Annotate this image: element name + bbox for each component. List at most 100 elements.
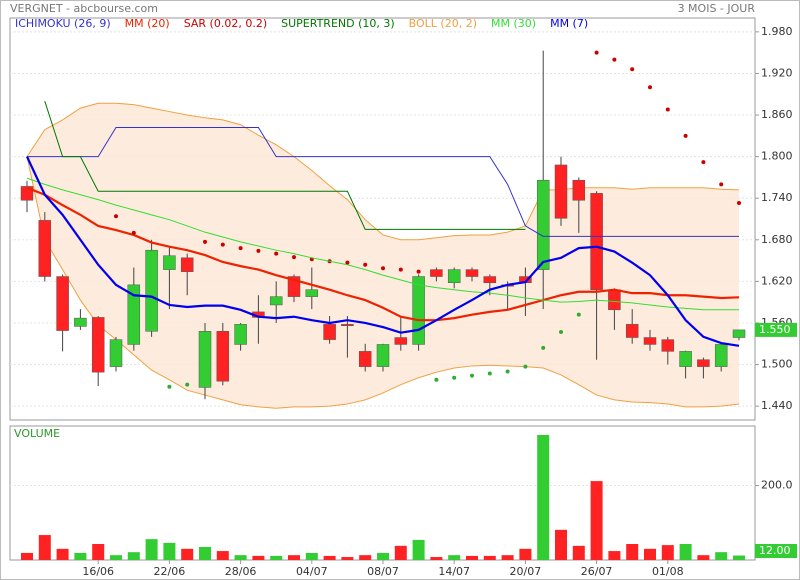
y-tick-label: 1.920 (761, 66, 793, 79)
sar-dot (487, 371, 492, 376)
sar-dot (701, 160, 706, 165)
volume-bar (697, 555, 710, 560)
sar-dot (719, 182, 724, 187)
volume-bar (270, 555, 283, 560)
sar-dot (292, 255, 296, 260)
legend-entry: MM (7) (550, 17, 588, 30)
sar-dot (737, 201, 741, 206)
y-tick-label: 1.860 (761, 108, 793, 121)
volume-bar (483, 555, 496, 560)
sar-dot (559, 329, 563, 334)
sar-dot (345, 260, 350, 265)
candle-body (91, 317, 105, 373)
volume-bar (715, 552, 728, 560)
sar-dot (648, 85, 652, 90)
y-tick-label: 1.980 (761, 25, 793, 38)
candle-body (305, 289, 319, 297)
volume-bar (412, 539, 425, 560)
sar-dot (256, 248, 261, 253)
volume-bar (234, 555, 247, 560)
volume-bar (110, 555, 122, 560)
volume-bar (127, 552, 140, 560)
candle-body (643, 337, 657, 345)
volume-bar (56, 548, 69, 560)
volume-bar (21, 552, 33, 560)
header-period: 3 MOIS - JOUR (678, 2, 756, 15)
candle-body (358, 351, 372, 367)
volume-bar (92, 543, 105, 560)
candle-body (430, 269, 443, 277)
sar-dot (594, 50, 599, 55)
candle-body (608, 289, 621, 311)
band-upper (26, 102, 740, 241)
sar-dot (274, 251, 279, 256)
candle-body (376, 344, 390, 367)
sar-dot (416, 269, 421, 274)
sar-dot (612, 57, 617, 62)
sar-dot (131, 230, 136, 235)
candle-body (572, 179, 586, 201)
legend-entry: SAR (0.02, 0.2) (184, 17, 267, 30)
x-tick-label: 26/07 (581, 565, 613, 578)
candle-body (127, 284, 141, 345)
sar-dot (434, 377, 439, 382)
last-value-box (755, 322, 797, 337)
indicator-line (26, 156, 740, 347)
candle-body (163, 255, 176, 270)
candle-body (234, 324, 247, 345)
sar-dot (630, 67, 635, 72)
volume-bar (501, 555, 514, 560)
volume-bar (466, 555, 478, 560)
sar-dot (665, 107, 670, 112)
volume-bar (323, 555, 336, 560)
legend-entry: MM (30) (491, 17, 536, 30)
volume-bar (430, 557, 443, 560)
candle-body (145, 249, 158, 332)
band-lower (26, 156, 740, 409)
candle-body (323, 324, 336, 340)
sar-dot (220, 242, 225, 247)
volume-bar (341, 557, 354, 560)
legend-entry: BOLL (20, 2) (409, 17, 477, 30)
sar-dot (505, 369, 510, 374)
candle-body (38, 220, 52, 277)
x-tick-label: 16/06 (82, 565, 114, 578)
volume-bar (252, 555, 265, 560)
volume-bar (74, 552, 87, 560)
header-title: VERGNET - abcbourse.com (10, 2, 158, 15)
candle-body (732, 329, 746, 338)
candle-body (412, 276, 425, 345)
legend-entry: SUPERTREND (10, 3) (281, 17, 395, 30)
volume-bar (608, 551, 621, 560)
candle-body (714, 344, 728, 367)
volume-panel (9, 425, 756, 561)
candle-body (625, 324, 639, 338)
candle-body (198, 331, 212, 388)
indicator-line (27, 127, 739, 237)
volume-bar (199, 546, 211, 560)
candle-body (109, 339, 123, 367)
candle-body (483, 276, 497, 284)
y-tick-label: 1.680 (761, 233, 793, 246)
volume-bar (305, 552, 318, 560)
sar-dot (470, 373, 474, 378)
sar-dot (238, 246, 243, 251)
y-tick-label: 1.620 (761, 274, 793, 287)
x-tick-label: 01/08 (652, 565, 684, 578)
last-value-box (755, 544, 797, 558)
volume-bar (377, 552, 389, 560)
y-tick-label: 1.800 (761, 150, 793, 163)
sar-dot (452, 375, 457, 380)
candle-body (74, 317, 87, 327)
candle-body (56, 276, 69, 331)
sar-dot (523, 364, 528, 369)
indicator-line (26, 177, 739, 311)
volume-bar (216, 551, 229, 560)
candle-body (536, 179, 550, 270)
candle-body (180, 257, 194, 272)
y-tick-label: 1.500 (761, 358, 793, 371)
y-tick-label: 1.740 (761, 191, 793, 204)
sar-dot (363, 262, 368, 267)
